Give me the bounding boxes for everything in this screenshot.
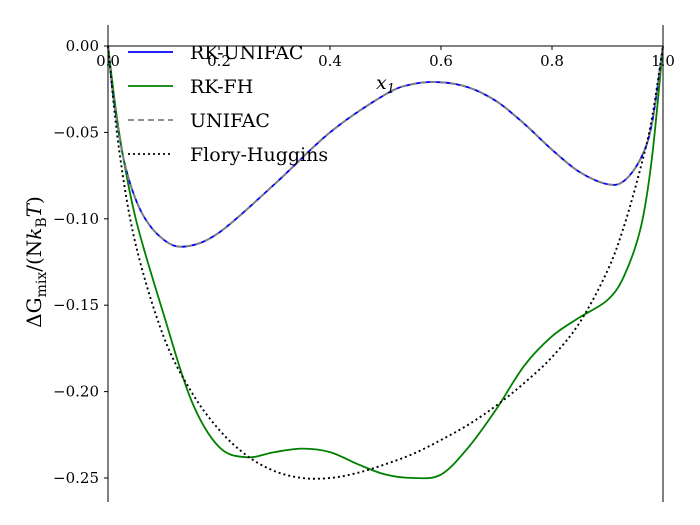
y-axis-title-rest1: /(N [22, 240, 46, 272]
y-axis-title-b: B [34, 217, 50, 227]
series-line-unifac [107, 45, 664, 248]
x-tick-label: 0.6 [429, 52, 453, 70]
y-ticks: 0.00 −0.05 −0.10 −0.15 −0.20 −0.25 [53, 37, 108, 487]
series-line-flory-huggins [107, 45, 664, 480]
x-tick-label: 0.4 [318, 52, 342, 70]
y-tick-label: −0.15 [53, 296, 99, 314]
y-axis-title-mix: mix [34, 272, 50, 298]
legend-label-rk-unifac: RK-UNIFAC [190, 42, 303, 64]
y-axis-title-rest2: T [22, 202, 46, 217]
y-tick-label: −0.25 [53, 469, 99, 487]
y-tick-label: 0.00 [66, 37, 99, 55]
legend-label-flory-huggins: Flory-Huggins [190, 144, 328, 166]
y-tick-label: −0.20 [53, 383, 99, 401]
x-tick-label: 1.0 [651, 52, 675, 70]
y-tick-label: −0.10 [53, 210, 99, 228]
series-layer [107, 45, 664, 480]
x-ticks: 0.0 0.2 0.4 0.6 0.8 1.0 [96, 46, 675, 70]
legend: RK-UNIFAC RK-FH UNIFAC Flory-Huggins [128, 42, 328, 166]
series-line-rk-fh [107, 45, 664, 480]
y-tick-label: −0.05 [53, 123, 99, 141]
x-axis-title-main: x [376, 72, 387, 94]
y-axis-title-close: ) [22, 196, 46, 204]
x-tick-label: 0.2 [207, 52, 231, 70]
y-axis-title: ΔGmix/(NkBT) [22, 196, 50, 328]
x-axis-title: x1 [376, 72, 395, 97]
legend-label-rk-fh: RK-FH [190, 76, 253, 98]
x-tick-label: 0.8 [540, 52, 564, 70]
x-tick-label: 0.0 [96, 52, 120, 70]
y-axis-title-k: k [22, 228, 46, 240]
legend-label-unifac: UNIFAC [190, 110, 270, 132]
y-axis-title-delta: ΔG [22, 297, 46, 327]
x-axis-title-sub: 1 [387, 82, 395, 97]
